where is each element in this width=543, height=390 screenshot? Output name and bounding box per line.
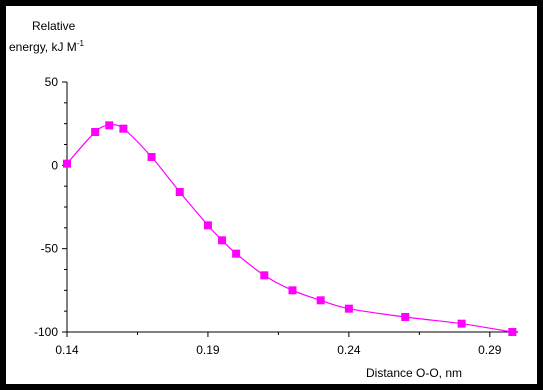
y-axis-title-line1: Relative [32,19,76,33]
data-point-marker [147,153,156,161]
y-tick-label: 0 [51,158,58,172]
data-point-marker [218,236,227,245]
x-tick-label: 0.24 [337,343,361,357]
data-point-marker [119,124,128,133]
data-point-marker [260,271,269,280]
data-point-marker [508,328,517,336]
data-point-marker [288,286,297,295]
data-point-marker [457,319,466,328]
x-axis-ticks: 0.14 0.19 0.24 0.29 [55,332,502,357]
data-point-marker [91,128,100,136]
x-tick-label: 0.19 [196,343,220,357]
data-point-marker [232,249,241,258]
y-axis-title-main: energy, kJ M [9,40,77,54]
series-line [66,124,513,333]
y-tick-label: -100 [34,325,58,339]
y-tick-label: -50 [41,242,59,256]
y-axis-title-superscript: -1 [77,39,85,48]
y-axis-ticks: 50 0 -50 -100 [34,75,67,339]
line-chart: 50 0 -50 -100 0.14 0.19 0.24 0.29 Relative ene… [9,19,518,380]
data-point-marker [175,188,184,196]
y-axis-title-line2: energy, kJ M-1 [9,39,84,54]
x-axis-title: Distance O-O, nm [366,366,462,380]
y-tick-label: 50 [45,75,59,89]
data-point-marker [401,313,410,321]
series-group [63,121,517,336]
data-point-marker [344,304,353,313]
x-tick-label: 0.29 [478,343,502,357]
data-point-marker [203,221,212,230]
data-point-marker [63,159,71,168]
data-point-marker [316,296,325,305]
data-point-marker [105,121,114,130]
x-tick-label: 0.14 [55,343,79,357]
axes [66,82,518,333]
